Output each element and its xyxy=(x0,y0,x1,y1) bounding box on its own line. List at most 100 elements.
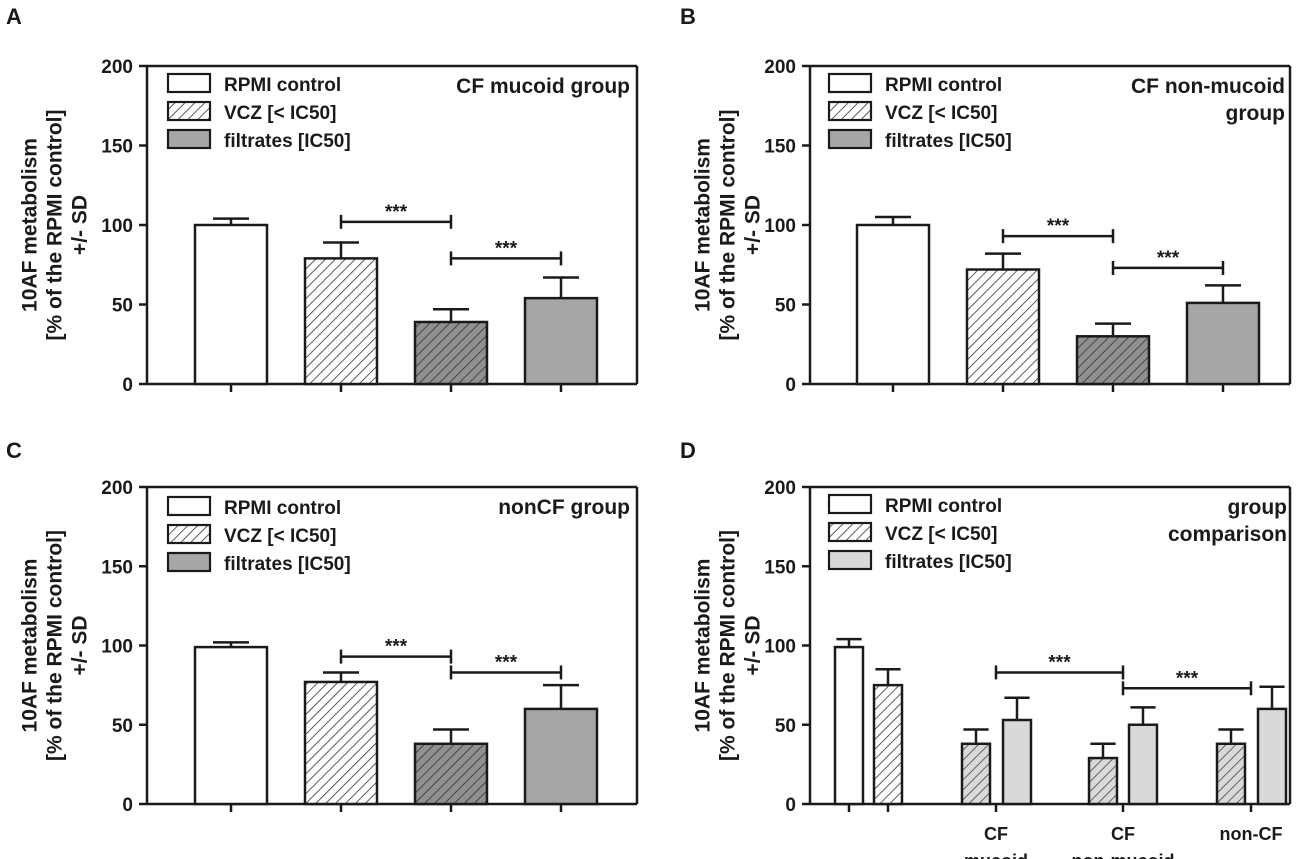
y-tick-label: 200 xyxy=(101,57,133,78)
legend-swatch xyxy=(166,100,212,122)
legend-swatch xyxy=(827,100,873,122)
significance-label: *** xyxy=(1048,652,1071,673)
y-tick-label: 100 xyxy=(101,216,133,237)
legend-label: VCZ [< IC50] xyxy=(885,103,997,124)
legend-label: VCZ [< IC50] xyxy=(224,526,336,547)
y-axis-title-line: +/- SD xyxy=(69,615,92,675)
legend-label: RPMI control xyxy=(885,75,1002,96)
y-tick-label: 0 xyxy=(785,795,796,816)
bar xyxy=(523,707,599,806)
bar xyxy=(413,320,489,386)
y-tick-label: 100 xyxy=(764,216,796,237)
y-axis-title-line: 10AF metabolism xyxy=(19,559,42,733)
y-tick-label: 100 xyxy=(764,637,796,658)
panel-c: C 0 50 100 150 200 10AF metabolism [% of the RP… xyxy=(6,438,639,816)
bar xyxy=(193,223,269,386)
legend-swatch xyxy=(827,493,873,515)
bar xyxy=(303,257,379,386)
y-tick-label: 50 xyxy=(112,716,133,737)
y-tick-label: 200 xyxy=(764,478,796,499)
legend-label: filtrates [IC50] xyxy=(885,131,1012,152)
y-tick-label: 50 xyxy=(775,716,796,737)
bar xyxy=(1001,718,1033,806)
y-axis-title-line: 10AF metabolism xyxy=(19,138,42,312)
y-tick-label: 150 xyxy=(764,137,796,158)
y-axis-title-line: [% of the RPMI control] xyxy=(44,530,67,761)
x-category-label: CF xyxy=(1111,824,1135,844)
legend-swatch xyxy=(166,128,212,150)
significance-label: *** xyxy=(385,637,408,658)
x-category-label: non-CF xyxy=(1220,824,1283,844)
x-category-label: CF xyxy=(984,824,1008,844)
bar xyxy=(303,680,379,806)
legend-swatch xyxy=(827,72,873,94)
legend-label: VCZ [< IC50] xyxy=(224,103,336,124)
bar xyxy=(965,268,1041,386)
chart-title: comparison xyxy=(1168,523,1287,546)
legend-swatch xyxy=(166,72,212,94)
bar xyxy=(833,645,865,806)
legend-label: RPMI control xyxy=(224,75,341,96)
y-tick-label: 150 xyxy=(101,557,133,578)
legend-label: filtrates [IC50] xyxy=(885,552,1012,573)
bar xyxy=(1087,756,1119,806)
chart-title: group xyxy=(1226,102,1285,125)
panel-b: B 0 50 100 150 200 10AF metabolism [% of the RP… xyxy=(680,4,1292,396)
legend-label: RPMI control xyxy=(885,496,1002,517)
significance-label: *** xyxy=(1157,248,1180,269)
y-tick-label: 0 xyxy=(122,375,133,396)
y-tick-label: 50 xyxy=(775,296,796,317)
y-tick-label: 200 xyxy=(764,57,796,78)
y-tick-label: 50 xyxy=(112,296,133,317)
y-axis-title-line: [% of the RPMI control] xyxy=(717,110,740,341)
bar xyxy=(1256,707,1288,806)
bar xyxy=(1075,335,1151,386)
bar xyxy=(872,683,904,806)
y-tick-label: 150 xyxy=(764,557,796,578)
panel-letter: C xyxy=(6,438,22,463)
legend-swatch xyxy=(166,495,212,517)
y-tick-label: 0 xyxy=(122,795,133,816)
chart-title: nonCF group xyxy=(498,496,630,519)
bar xyxy=(960,742,992,806)
bar xyxy=(1185,301,1261,386)
bar xyxy=(855,223,931,386)
chart-title: CF mucoid group xyxy=(456,75,630,98)
panel-letter: D xyxy=(680,438,696,463)
y-axis-title-line: 10AF metabolism xyxy=(692,559,715,733)
chart-title: CF non-mucoid xyxy=(1131,75,1285,98)
x-category-label: mucoid xyxy=(964,851,1028,859)
significance-label: *** xyxy=(495,652,518,673)
y-axis-title-line: [% of the RPMI control] xyxy=(44,110,67,341)
significance-label: *** xyxy=(385,202,408,223)
y-tick-label: 100 xyxy=(101,637,133,658)
legend-label: VCZ [< IC50] xyxy=(885,524,997,545)
significance-label: *** xyxy=(495,238,518,259)
y-axis-title-line: +/- SD xyxy=(742,615,765,675)
legend-swatch xyxy=(166,551,212,573)
legend-swatch xyxy=(827,128,873,150)
bar xyxy=(1215,742,1247,806)
y-axis-title-line: +/- SD xyxy=(69,195,92,255)
x-category-label: non-mucoid xyxy=(1072,851,1175,859)
legend-label: filtrates [IC50] xyxy=(224,554,351,575)
chart-title: group xyxy=(1228,496,1287,519)
legend-swatch xyxy=(827,549,873,571)
y-axis-title-line: 10AF metabolism xyxy=(692,138,715,312)
y-tick-label: 200 xyxy=(101,478,133,499)
y-tick-label: 0 xyxy=(785,375,796,396)
bar xyxy=(1127,723,1159,806)
bar xyxy=(523,296,599,386)
significance-label: *** xyxy=(1047,216,1070,237)
panel-d: D 0 50 100 150 200 10AF metabolism [% of the RP… xyxy=(680,438,1292,859)
legend-label: filtrates [IC50] xyxy=(224,131,351,152)
legend-swatch xyxy=(827,521,873,543)
bar xyxy=(193,645,269,806)
significance-label: *** xyxy=(1176,668,1199,689)
panel-a: A 0 50 100 150 200 10AF metabolism [% of the RP… xyxy=(6,4,639,396)
bar xyxy=(413,742,489,806)
panel-letter: B xyxy=(680,4,696,29)
y-tick-label: 150 xyxy=(101,137,133,158)
y-axis-title-line: [% of the RPMI control] xyxy=(717,530,740,761)
legend-label: RPMI control xyxy=(224,498,341,519)
